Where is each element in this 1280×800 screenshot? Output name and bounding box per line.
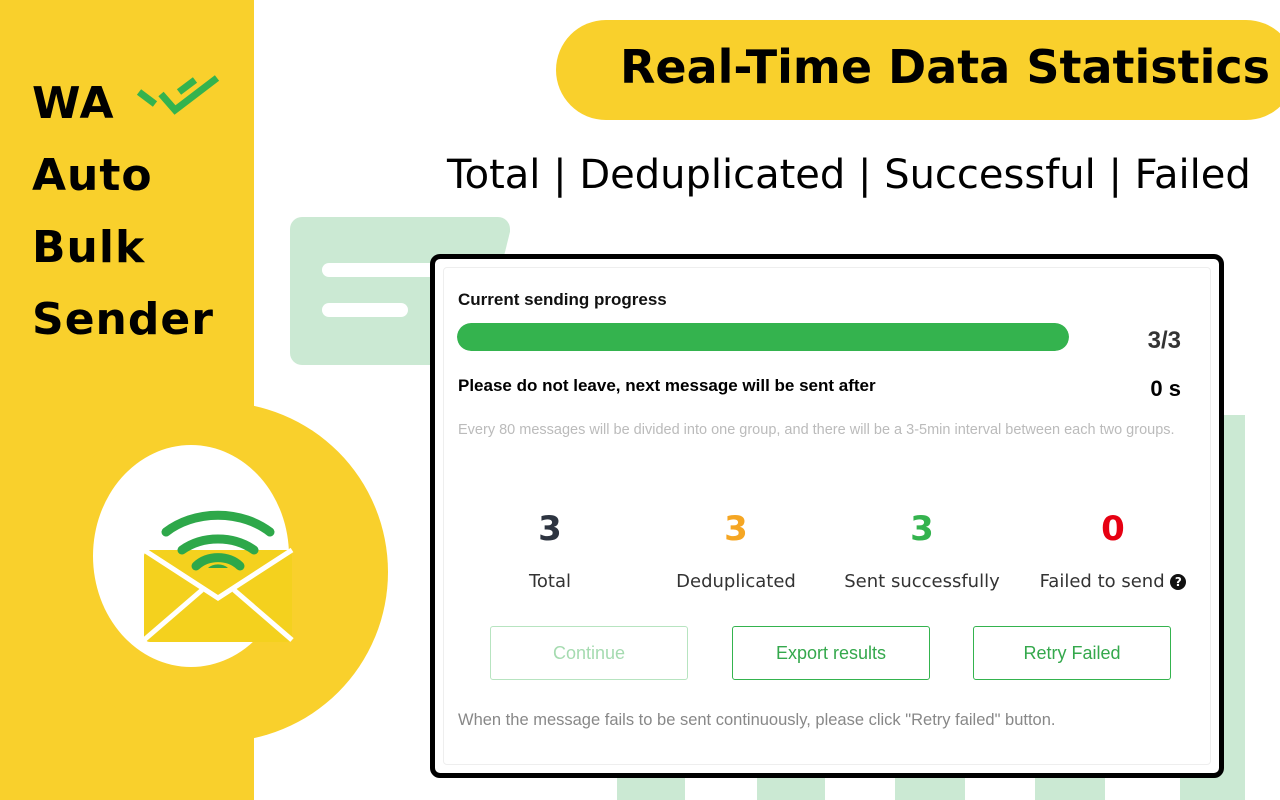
sending-progress-panel: Current sending progress 3/3 Please do n… [430,254,1224,778]
stat-deduplicated: 3 Deduplicated [643,509,829,592]
title-banner [556,20,1280,120]
stat-total: 3 Total [457,509,643,592]
stat-label: Failed to send [1039,571,1165,592]
stat-label: Sent successfully [844,571,1000,592]
stat-value: 3 [910,509,934,549]
brand-line: Bulk [32,222,146,273]
page-subtitle: Total | Deduplicated | Successful | Fail… [447,152,1251,198]
double-check-icon [136,75,220,115]
brand-title: WA Auto Bulk Sender [32,68,214,356]
brand-line: Auto [32,150,153,201]
progress-value: 3/3 [1147,327,1181,354]
stat-failed: 0 Failed to send ? [1015,509,1211,592]
brand-line: WA [32,78,115,129]
stat-label: Deduplicated [676,571,796,592]
retry-hint: When the message fails to be sent contin… [458,711,1056,729]
retry-failed-button[interactable]: Retry Failed [973,626,1171,680]
help-icon[interactable]: ? [1170,574,1187,590]
continue-button[interactable]: Continue [490,626,688,680]
progress-label: Current sending progress [458,290,667,309]
wait-countdown: 0 s [1150,376,1181,401]
group-interval-note: Every 80 messages will be divided into o… [458,422,1175,438]
page-title: Real-Time Data Statistics [620,40,1271,94]
stat-sent-successfully: 3 Sent successfully [829,509,1015,592]
wait-label: Please do not leave, next message will b… [458,376,876,395]
stat-value: 0 [1101,509,1125,549]
progress-fill [457,323,1069,351]
stat-value: 3 [724,509,748,549]
progress-bar [457,323,1069,351]
brand-line: Sender [32,294,214,345]
envelope-signal-icon [142,510,294,642]
export-results-button[interactable]: Export results [732,626,930,680]
stat-label: Total [528,571,572,592]
stat-value: 3 [538,509,562,549]
